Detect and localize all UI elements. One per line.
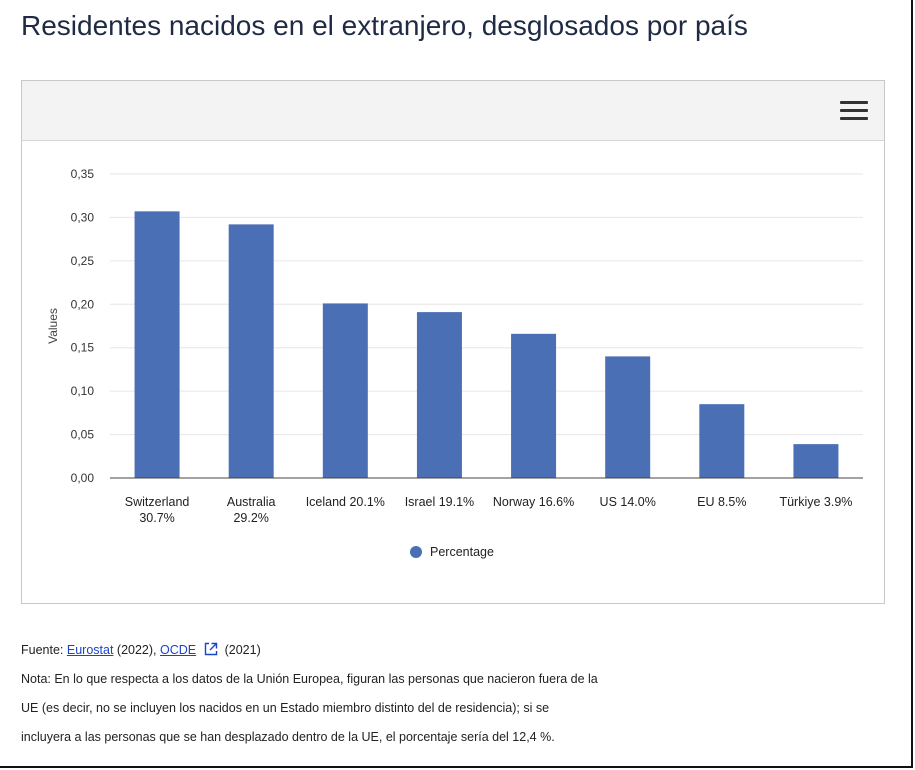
y-tick-label: 0,25 [71,254,95,268]
bar [134,211,180,478]
hamburger-menu-icon[interactable] [840,99,868,123]
y-tick-label: 0,05 [71,428,95,442]
note-line-3: incluyera a las personas que se han desp… [21,730,555,744]
x-tick-label: Australia [227,495,276,509]
x-tick-label: US 14.0% [600,495,656,509]
y-tick-label: 0,15 [71,341,95,355]
x-tick-label: Switzerland [125,495,190,509]
eurostat-link[interactable]: Eurostat [66,643,114,657]
source-year-2: (2021) [221,643,261,657]
y-tick-label: 0,20 [71,297,95,311]
y-axis-label: Values [46,308,60,344]
source-line: Fuente: Eurostat (2022), OCDE (2021) [21,636,641,665]
note-line-1: Nota: En lo que respecta a los datos de … [21,672,598,686]
legend-label: Percentage [430,545,494,559]
bar [416,312,462,478]
bar [511,333,557,478]
bar [322,303,368,478]
bar [699,404,745,478]
x-tick-label: Türkiye 3.9% [779,495,852,509]
bar [605,356,651,478]
note-line-2: UE (es decir, no se incluyen los nacidos… [21,701,550,715]
menu-bar [840,109,868,112]
ocde-link[interactable]: OCDE [160,643,197,657]
source-prefix: Fuente: [21,643,67,657]
y-tick-label: 0,30 [71,210,95,224]
bar-chart: 0,00 0,05 0,10 0,15 0,20 0,25 0,30 0,35 Values Sw… [46,167,863,559]
page-title: Residentes nacidos en el extranjero, des… [21,10,748,41]
chart-toolbar [22,81,884,141]
bar [793,444,839,478]
menu-bar [840,101,868,104]
footer: Fuente: Eurostat (2022), OCDE (2021) Not… [21,636,641,752]
y-tick-label: 0,10 [71,384,95,398]
legend-marker [410,546,422,558]
y-tick-label: 0,35 [71,167,95,181]
bar [228,224,274,478]
x-tick-label: Iceland 20.1% [306,495,385,509]
x-tick-label: 30.7% [139,511,174,525]
chart-card: 0,00 0,05 0,10 0,15 0,20 0,25 0,30 0,35 Values Sw… [21,80,885,604]
source-year-1: (2022), [113,643,160,657]
menu-bar [840,117,868,120]
x-tick-label: Israel 19.1% [405,495,474,509]
x-tick-label: Norway 16.6% [493,495,574,509]
x-tick-label: 29.2% [233,511,268,525]
x-tick-label: EU 8.5% [697,495,746,509]
y-tick-label: 0,00 [71,471,95,485]
external-link-icon[interactable] [204,642,218,656]
